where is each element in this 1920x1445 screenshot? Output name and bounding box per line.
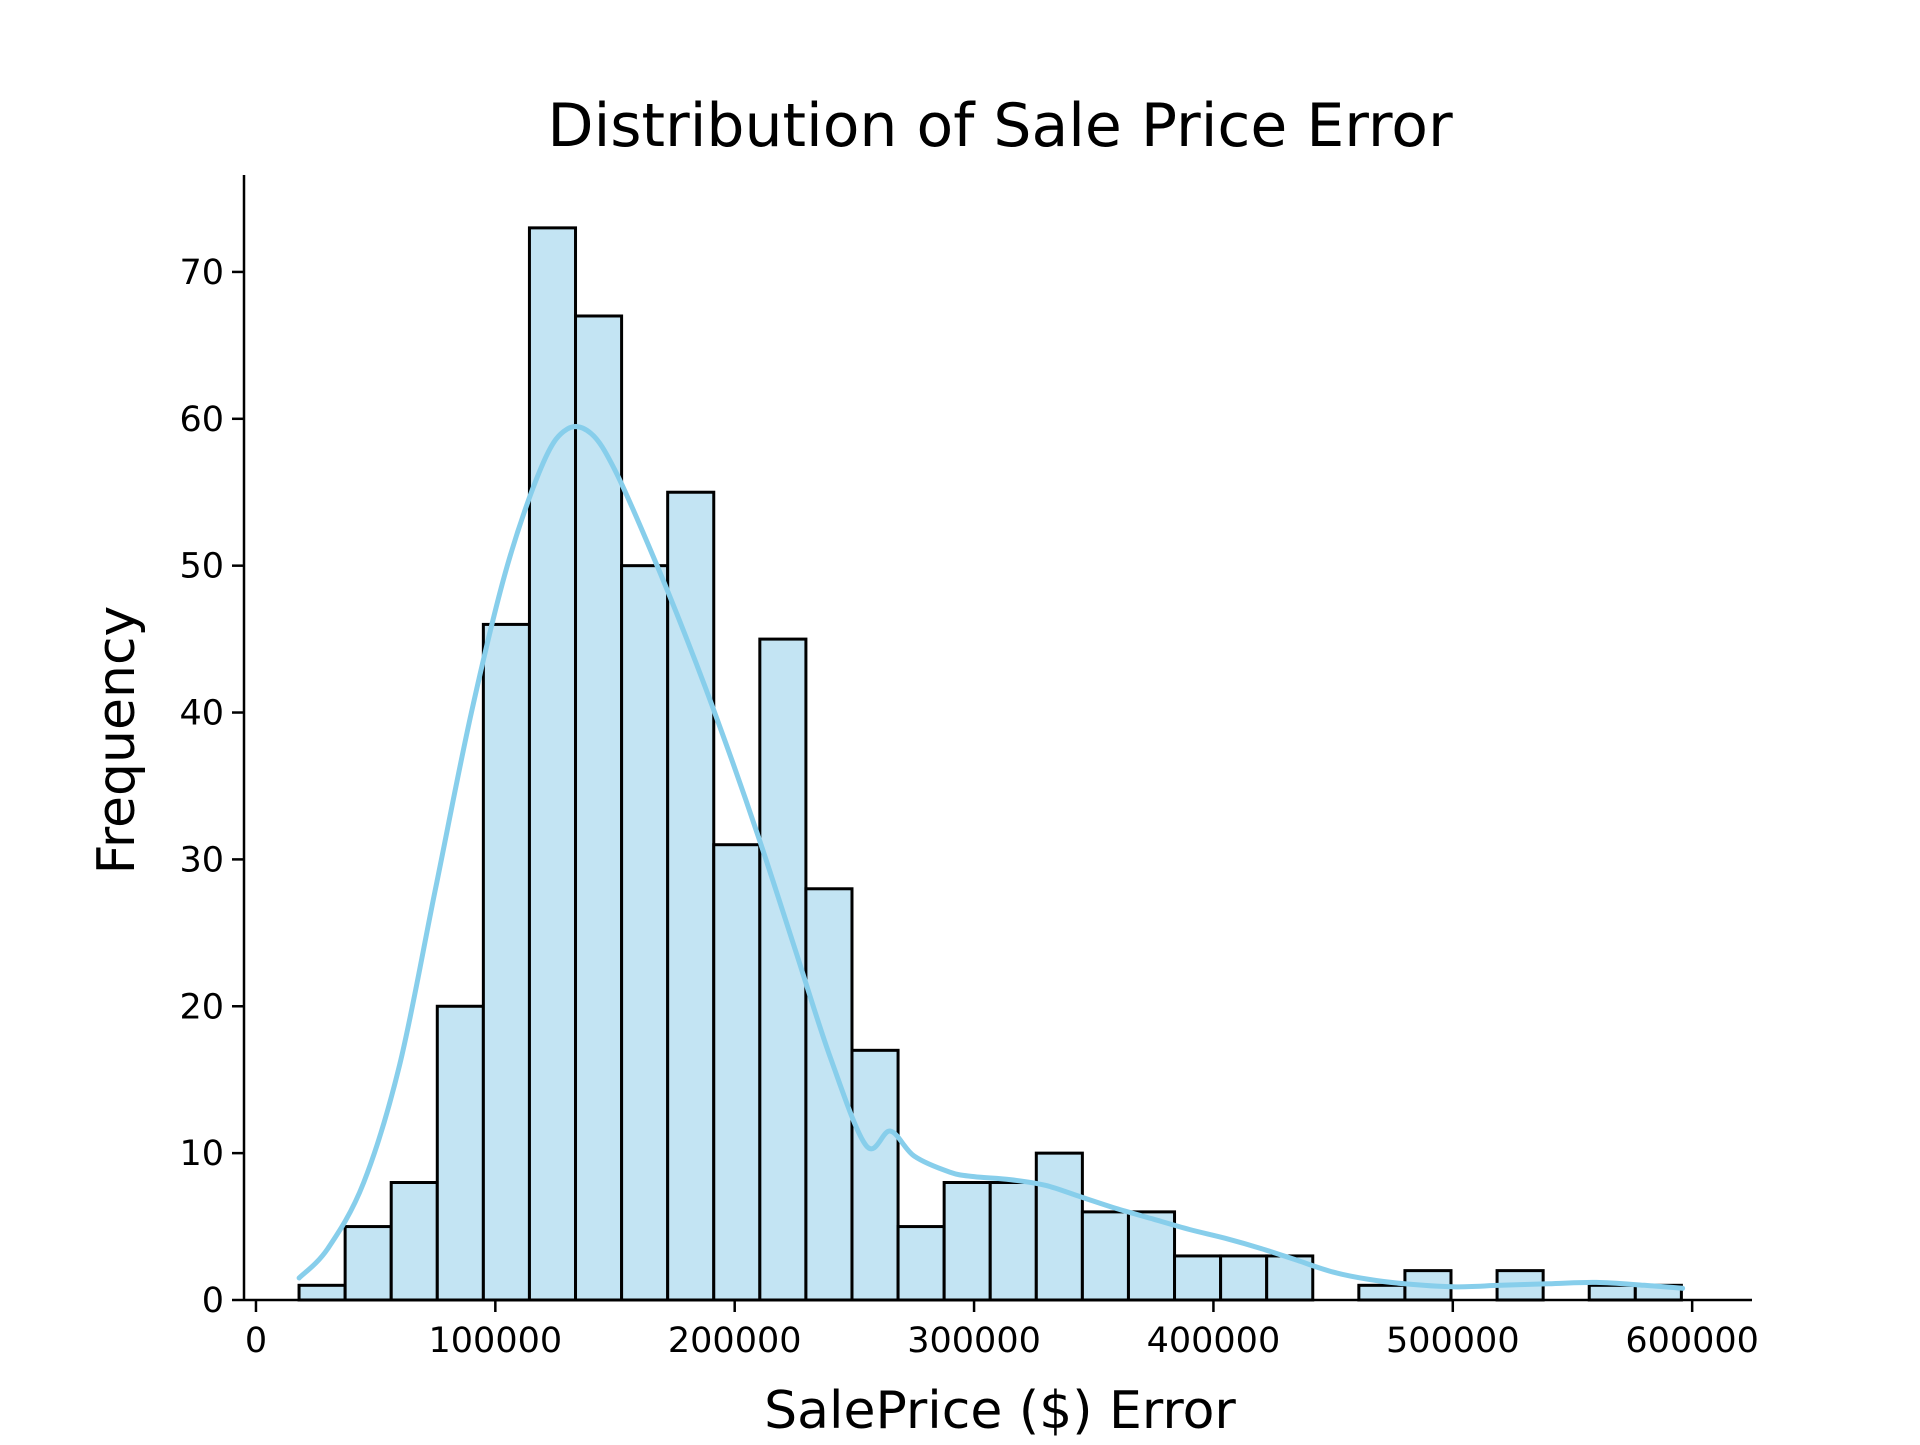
chart-title: Distribution of Sale Price Error (547, 91, 1453, 161)
y-tick-label: 30 (179, 840, 224, 880)
histogram-bar (481, 622, 531, 1302)
kde-curve (296, 424, 1686, 1291)
y-tick-label: 0 (202, 1281, 224, 1321)
histogram-bar (1034, 1151, 1084, 1302)
histogram-bar (1587, 1283, 1637, 1302)
histogram-bar (574, 314, 624, 1302)
histogram-bar (1173, 1254, 1223, 1302)
x-tick-label: 300000 (907, 1321, 1041, 1361)
histogram-bar (620, 564, 670, 1302)
x-tick-label: 0 (245, 1321, 267, 1361)
x-tick-label: 500000 (1386, 1321, 1520, 1361)
histogram-bar (1219, 1254, 1269, 1302)
axes-layer: 0 100000 200000 300000 400000 500000 600000 0 10… (179, 175, 1759, 1361)
histogram-bar (297, 1283, 347, 1302)
bars-layer (297, 226, 1683, 1302)
histogram-bar (896, 1225, 946, 1302)
y-tick-label: 60 (179, 400, 224, 440)
histogram-bar (1080, 1210, 1130, 1302)
histogram-bar (712, 843, 762, 1302)
x-tick-label: 200000 (668, 1321, 802, 1361)
x-tick-label: 600000 (1625, 1321, 1759, 1361)
histogram-bar (988, 1181, 1038, 1302)
histogram-bar (942, 1181, 992, 1302)
histogram-bar (389, 1181, 439, 1302)
x-tick-label: 100000 (429, 1321, 563, 1361)
y-tick-label: 40 (179, 694, 224, 734)
histogram-bar (1357, 1283, 1407, 1302)
histogram-bar (343, 1225, 393, 1302)
x-axis-label: SalePrice ($) Error (764, 1381, 1236, 1440)
y-tick-label: 10 (179, 1134, 224, 1174)
kde-layer (296, 424, 1686, 1291)
histogram-bar (850, 1048, 900, 1302)
y-tick-label: 20 (179, 987, 224, 1027)
y-tick-label: 70 (179, 253, 224, 293)
histogram-bar (435, 1004, 485, 1302)
histogram-bar (527, 226, 578, 1302)
x-tick-label: 400000 (1147, 1321, 1281, 1361)
y-tick-label: 50 (179, 547, 224, 587)
histogram-bar (666, 490, 716, 1302)
y-axis-label: Frequency (87, 606, 147, 875)
